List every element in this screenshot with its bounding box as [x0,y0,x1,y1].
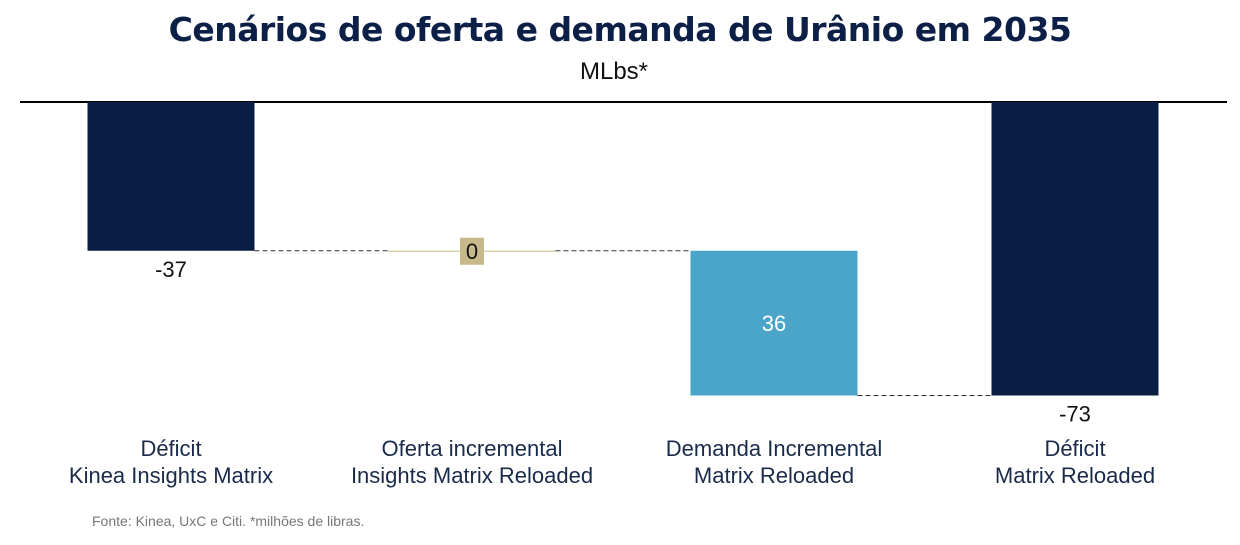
chart-subtitle: MLbs* [579,58,649,85]
value-label-2: 0 [466,239,478,264]
bar-3 [690,250,858,396]
value-label-3: 36 [762,311,786,336]
category-label-3-line-1: Demanda Incremental [666,436,882,461]
category-label-4-line-1: Déficit [1044,436,1105,461]
category-label-1-line-1: Déficit [140,436,201,461]
value-label-4: -73 [1059,402,1091,427]
bar-4 [991,102,1159,396]
category-label-3-line-2: Matrix Reloaded [694,463,854,488]
category-label-1-line-2: Kinea Insights Matrix [69,463,273,488]
bar-1 [87,102,255,251]
category-label-2-line-2: Insights Matrix Reloaded [351,463,593,488]
category-label-4-line-2: Matrix Reloaded [995,463,1155,488]
value-label-1: -37 [155,257,187,282]
chart-title: Cenários de oferta e demanda de Urânio e… [168,10,1072,49]
value-label-box-2 [460,237,484,265]
source-note: Fonte: Kinea, UxC e Citi. *milhões de li… [92,513,365,529]
category-label-2-line-1: Oferta incremental [382,436,563,461]
